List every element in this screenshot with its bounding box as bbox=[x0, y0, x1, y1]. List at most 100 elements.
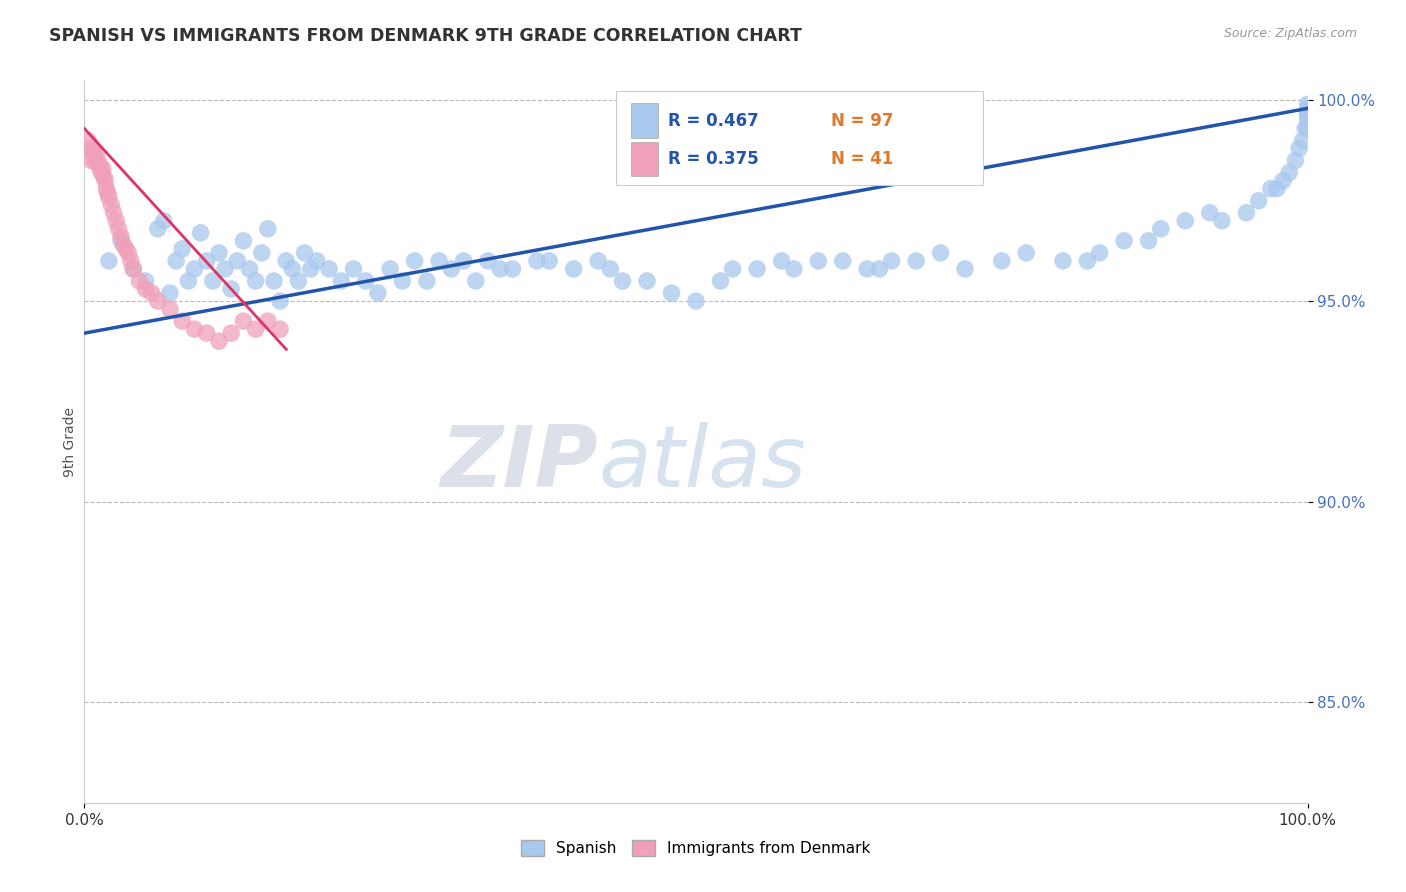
Point bbox=[330, 274, 353, 288]
Point bbox=[831, 254, 853, 268]
Point bbox=[103, 206, 125, 220]
Legend: Spanish, Immigrants from Denmark: Spanish, Immigrants from Denmark bbox=[513, 832, 879, 863]
Point bbox=[1292, 133, 1315, 147]
Point bbox=[427, 254, 450, 268]
Point bbox=[747, 262, 769, 277]
Point bbox=[991, 254, 1014, 268]
Point bbox=[599, 262, 621, 277]
Point bbox=[183, 322, 205, 336]
Point bbox=[263, 274, 285, 288]
Point bbox=[117, 246, 139, 260]
Point bbox=[294, 246, 316, 260]
Text: SPANISH VS IMMIGRANTS FROM DENMARK 9TH GRADE CORRELATION CHART: SPANISH VS IMMIGRANTS FROM DENMARK 9TH G… bbox=[49, 27, 801, 45]
Point bbox=[238, 262, 260, 277]
FancyBboxPatch shape bbox=[631, 142, 658, 177]
Point bbox=[122, 262, 145, 277]
Point bbox=[245, 274, 267, 288]
Point bbox=[107, 222, 129, 236]
FancyBboxPatch shape bbox=[631, 103, 658, 138]
Point bbox=[1296, 113, 1319, 128]
Point bbox=[1296, 101, 1319, 115]
Point bbox=[269, 322, 291, 336]
Point bbox=[287, 274, 309, 288]
Point bbox=[1296, 121, 1319, 136]
Point bbox=[538, 254, 561, 268]
Point bbox=[97, 254, 120, 268]
Point bbox=[165, 254, 187, 268]
Point bbox=[880, 254, 903, 268]
Point bbox=[269, 294, 291, 309]
Point bbox=[105, 213, 128, 227]
Point bbox=[770, 254, 793, 268]
Point bbox=[208, 246, 231, 260]
Point bbox=[1296, 105, 1319, 120]
Point bbox=[122, 262, 145, 277]
Point bbox=[721, 262, 744, 277]
Point bbox=[86, 145, 108, 160]
Point bbox=[526, 254, 548, 268]
Point bbox=[612, 274, 634, 288]
FancyBboxPatch shape bbox=[616, 91, 983, 185]
Point bbox=[318, 262, 340, 277]
Point bbox=[226, 254, 249, 268]
Point bbox=[89, 161, 111, 176]
Point bbox=[404, 254, 426, 268]
Point bbox=[1088, 246, 1111, 260]
Point bbox=[146, 294, 169, 309]
Point bbox=[82, 145, 104, 160]
Point bbox=[416, 274, 439, 288]
Point bbox=[489, 262, 512, 277]
Point bbox=[1052, 254, 1074, 268]
Point bbox=[464, 274, 486, 288]
Point bbox=[367, 286, 389, 301]
Point bbox=[562, 262, 585, 277]
Point bbox=[87, 153, 110, 168]
Point bbox=[219, 326, 242, 341]
Point bbox=[190, 226, 212, 240]
Point bbox=[257, 222, 280, 236]
Point bbox=[159, 286, 181, 301]
Point bbox=[232, 314, 254, 328]
Point bbox=[97, 190, 120, 204]
Point bbox=[77, 133, 100, 147]
Text: R = 0.375: R = 0.375 bbox=[668, 150, 759, 168]
Point bbox=[281, 262, 304, 277]
Point bbox=[83, 149, 105, 163]
Point bbox=[93, 169, 115, 184]
Point bbox=[84, 153, 107, 168]
Point bbox=[636, 274, 658, 288]
Text: Source: ZipAtlas.com: Source: ZipAtlas.com bbox=[1223, 27, 1357, 40]
Point bbox=[201, 274, 224, 288]
Point bbox=[1076, 254, 1098, 268]
Point bbox=[112, 238, 135, 252]
Point bbox=[128, 274, 150, 288]
Point bbox=[276, 254, 298, 268]
Point bbox=[183, 262, 205, 277]
Point bbox=[905, 254, 928, 268]
Point bbox=[1296, 105, 1319, 120]
Point bbox=[110, 230, 132, 244]
Point bbox=[110, 234, 132, 248]
Point bbox=[709, 274, 731, 288]
Point bbox=[1296, 109, 1319, 123]
Point bbox=[391, 274, 413, 288]
Text: R = 0.467: R = 0.467 bbox=[668, 112, 759, 129]
Point bbox=[91, 161, 114, 176]
Point bbox=[120, 254, 142, 268]
Point bbox=[299, 262, 322, 277]
Point bbox=[783, 262, 806, 277]
Point bbox=[1236, 206, 1258, 220]
Point bbox=[305, 254, 328, 268]
Text: atlas: atlas bbox=[598, 422, 806, 505]
Point bbox=[1247, 194, 1270, 208]
Point bbox=[453, 254, 475, 268]
Point bbox=[1150, 222, 1173, 236]
Point bbox=[869, 262, 891, 277]
Point bbox=[1296, 97, 1319, 112]
Point bbox=[232, 234, 254, 248]
Point bbox=[79, 142, 101, 156]
Point bbox=[195, 254, 218, 268]
Point bbox=[342, 262, 364, 277]
Point bbox=[1211, 213, 1233, 227]
Point bbox=[1265, 181, 1288, 195]
